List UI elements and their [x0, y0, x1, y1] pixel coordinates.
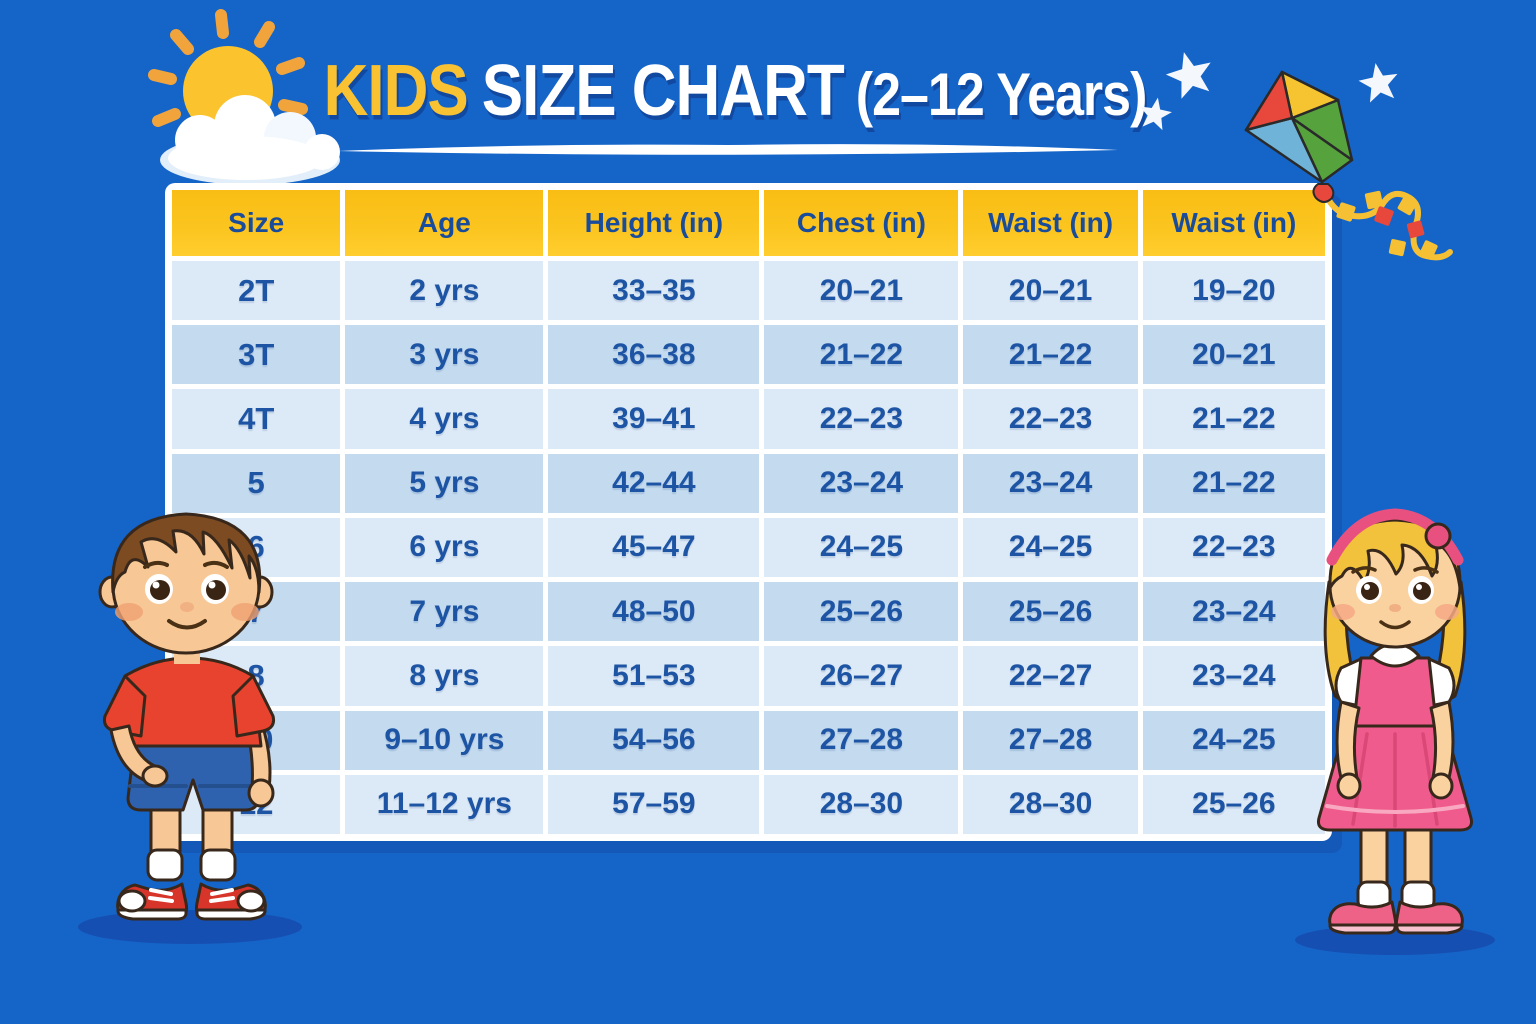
data-cell: 3 yrs [345, 325, 544, 385]
data-cell: 42–44 [548, 453, 760, 513]
star-icon [1358, 63, 1398, 103]
data-cell: 11–12 yrs [345, 774, 544, 834]
data-cell: 24–25 [764, 517, 959, 578]
data-cell: 5 yrs [345, 453, 544, 513]
data-cell: 21–22 [963, 325, 1138, 385]
data-cell: 4 yrs [345, 389, 544, 449]
data-cell: 25–26 [1142, 774, 1325, 834]
size-cell: 2T [172, 261, 341, 321]
data-cell: 28–30 [963, 774, 1138, 834]
column-header-waist-in-4: Waist (in) [963, 190, 1138, 256]
title-underline-swoosh [338, 144, 1118, 155]
data-cell: 2 yrs [345, 261, 544, 321]
size-chart-grid: Size Age Height (in) Chest (in) Waist (in) Wa… [172, 190, 1325, 834]
data-cell: 23–24 [1142, 646, 1325, 706]
size-cell: 3T [172, 325, 341, 385]
data-cell: 23–24 [963, 453, 1138, 513]
data-cell: 21–22 [1142, 389, 1325, 449]
column-header-size-0: Size [172, 190, 341, 256]
size-cell: 4T [172, 389, 341, 449]
data-cell: 20–21 [963, 261, 1138, 321]
data-cell: 21–22 [1142, 453, 1325, 513]
data-cell: 51–53 [548, 646, 760, 706]
boy-illustration [78, 512, 302, 944]
data-cell: 23–24 [1142, 582, 1325, 642]
size-chart-table: Size Age Height (in) Chest (in) Waist (in) Wa… [165, 183, 1332, 841]
data-cell: 48–50 [548, 582, 760, 642]
size-cell: 5 [172, 453, 341, 513]
data-cell: 39–41 [548, 389, 760, 449]
data-cell: 27–28 [764, 710, 959, 770]
star-icon [1139, 97, 1172, 131]
column-header-waist-in-5: Waist (in) [1142, 190, 1325, 256]
title-suffix: (2–12 Years) [855, 61, 1148, 129]
column-header-age-1: Age [345, 190, 544, 256]
data-cell: 22–27 [963, 646, 1138, 706]
data-cell: 20–21 [1142, 325, 1325, 385]
page-title: KIDS SIZE CHART (2–12 Years) [150, 50, 1320, 131]
data-cell: 27–28 [963, 710, 1138, 770]
title-kids: KIDS [323, 51, 469, 132]
column-header-height-in-2: Height (in) [548, 190, 760, 256]
data-cell: 23–24 [764, 453, 959, 513]
data-cell: 9–10 yrs [345, 710, 544, 770]
data-cell: 8 yrs [345, 646, 544, 706]
column-header-chest-in-3: Chest (in) [764, 190, 959, 256]
title-main: SIZE CHART [481, 51, 845, 132]
data-cell: 22–23 [963, 389, 1138, 449]
data-cell: 36–38 [548, 325, 760, 385]
data-cell: 19–20 [1142, 261, 1325, 321]
data-cell: 25–26 [963, 582, 1138, 642]
data-cell: 21–22 [764, 325, 959, 385]
data-cell: 7 yrs [345, 582, 544, 642]
data-cell: 24–25 [1142, 710, 1325, 770]
data-cell: 22–23 [764, 389, 959, 449]
data-cell: 54–56 [548, 710, 760, 770]
data-cell: 45–47 [548, 517, 760, 578]
data-cell: 22–23 [1142, 517, 1325, 578]
data-cell: 25–26 [764, 582, 959, 642]
data-cell: 33–35 [548, 261, 760, 321]
data-cell: 24–25 [963, 517, 1138, 578]
data-cell: 26–27 [764, 646, 959, 706]
star-icon [1165, 52, 1211, 99]
kite-icon [1244, 70, 1453, 261]
data-cell: 20–21 [764, 261, 959, 321]
cloud-icon [160, 95, 340, 185]
data-cell: 28–30 [764, 774, 959, 834]
data-cell: 6 yrs [345, 517, 544, 578]
data-cell: 57–59 [548, 774, 760, 834]
girl-illustration [1295, 508, 1495, 955]
